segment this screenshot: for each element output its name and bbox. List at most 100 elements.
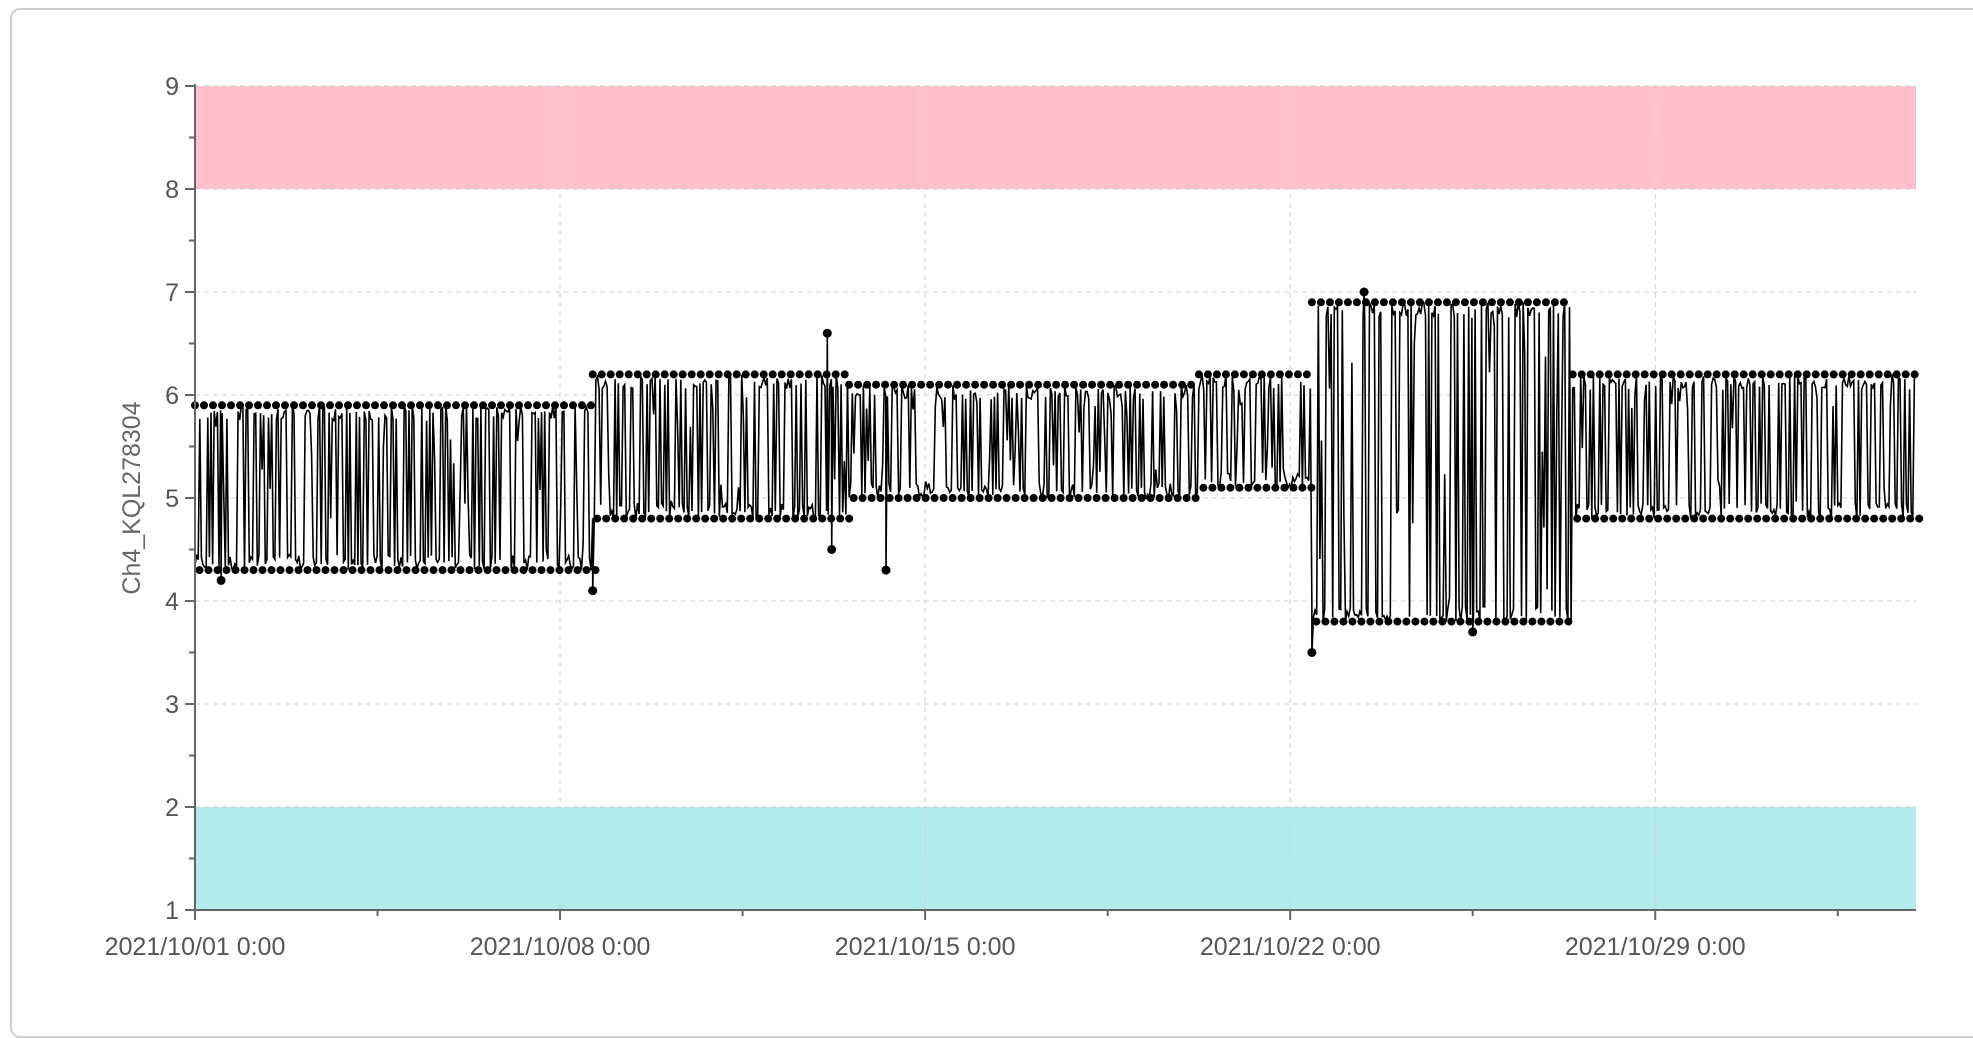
- data-point: [1316, 298, 1325, 307]
- data-point: [606, 370, 615, 379]
- data-point: [903, 494, 912, 502]
- y-tick-label: 3: [165, 691, 179, 719]
- data-point: [926, 380, 935, 389]
- data-point: [393, 566, 402, 575]
- data-point: [1011, 494, 1020, 502]
- data-point: [1029, 494, 1038, 502]
- data-point: [1501, 617, 1510, 626]
- data-point: [1537, 617, 1546, 626]
- data-point: [1164, 494, 1173, 502]
- data-point: [1555, 617, 1564, 626]
- data-point: [908, 380, 917, 389]
- data-point: [1388, 298, 1397, 307]
- data-point: [546, 566, 555, 575]
- data-point: [1519, 617, 1528, 626]
- data-point: [759, 370, 768, 379]
- data-point: [1510, 617, 1519, 626]
- data-point: [1690, 514, 1699, 523]
- data-point: [249, 566, 258, 575]
- data-point: [1816, 514, 1825, 523]
- data-point: [1002, 494, 1011, 502]
- data-point: [1825, 514, 1834, 523]
- data-point: [1766, 370, 1775, 379]
- data-point: [1160, 380, 1169, 389]
- data-point: [1843, 514, 1852, 523]
- data-point: [1115, 380, 1124, 389]
- data-point: [1780, 514, 1789, 523]
- x-tick-label: 2021/10/22 0:00: [1200, 933, 1381, 961]
- data-point: [1330, 617, 1339, 626]
- data-point: [1586, 370, 1595, 379]
- data-point: [330, 566, 339, 575]
- data-point: [1811, 370, 1820, 379]
- data-point: [1708, 514, 1717, 523]
- data-point: [1025, 380, 1034, 389]
- data-point: [285, 566, 294, 575]
- data-point: [1357, 617, 1366, 626]
- data-point: [1284, 370, 1293, 379]
- data-point: [1645, 514, 1654, 523]
- threshold-band-0: [195, 86, 1916, 189]
- data-point: [827, 514, 836, 523]
- data-point: [434, 401, 442, 410]
- data-point: [1370, 298, 1379, 307]
- axes: [185, 84, 1916, 920]
- data-point: [1685, 370, 1694, 379]
- data-point: [1892, 370, 1901, 379]
- data-point: [665, 514, 674, 523]
- data-point: [245, 401, 253, 410]
- data-point: [746, 514, 755, 523]
- data-point: [1793, 370, 1802, 379]
- data-point: [885, 494, 894, 502]
- data-point: [1564, 617, 1573, 626]
- threshold-band-1: [195, 807, 1916, 910]
- data-point: [935, 380, 944, 389]
- data-point: [1361, 298, 1370, 307]
- data-point: [1730, 370, 1739, 379]
- data-point: [669, 370, 678, 379]
- data-point: [1789, 514, 1798, 523]
- data-point: [1034, 380, 1043, 389]
- data-point: [1203, 370, 1212, 379]
- data-point: [1483, 617, 1492, 626]
- data-point: [1393, 617, 1402, 626]
- data-point: [1056, 494, 1065, 502]
- data-point: [195, 566, 204, 575]
- data-point: [822, 328, 832, 338]
- y-tick-label: 8: [165, 176, 179, 204]
- y-tick-label: 7: [165, 279, 179, 307]
- data-point: [1169, 380, 1178, 389]
- data-point: [321, 566, 330, 575]
- data-point: [1307, 483, 1316, 492]
- data-point: [881, 380, 890, 389]
- data-point: [854, 380, 863, 389]
- data-point: [1312, 617, 1321, 626]
- data-point: [1379, 298, 1388, 307]
- data-point: [1092, 494, 1101, 502]
- data-point: [231, 566, 240, 575]
- data-point: [1221, 370, 1230, 379]
- data-point: [272, 401, 280, 410]
- data-point: [216, 575, 226, 585]
- data-point: [768, 370, 777, 379]
- data-point: [1550, 298, 1559, 307]
- series-line: [194, 291, 1916, 653]
- data-point: [912, 494, 921, 502]
- data-point: [1856, 370, 1865, 379]
- data-point: [957, 494, 966, 502]
- data-point: [1559, 298, 1568, 307]
- data-point: [980, 380, 989, 389]
- data-point: [555, 566, 564, 575]
- data-point: [218, 401, 226, 410]
- data-point: [411, 566, 420, 575]
- data-point: [1415, 298, 1424, 307]
- data-point: [1478, 298, 1487, 307]
- data-point: [917, 380, 926, 389]
- data-point: [1110, 494, 1119, 502]
- data-point: [335, 401, 343, 410]
- data-point: [1128, 494, 1137, 502]
- data-point: [1384, 617, 1393, 626]
- data-point: [533, 401, 541, 410]
- data-point: [827, 545, 837, 554]
- data-point: [519, 566, 528, 575]
